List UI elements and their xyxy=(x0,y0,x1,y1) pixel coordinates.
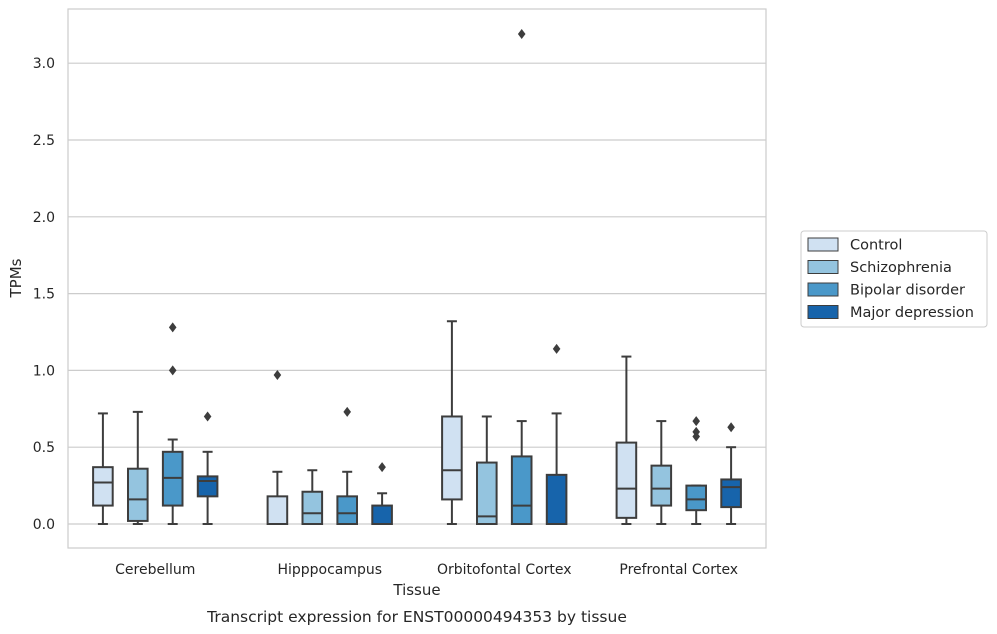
x-tick-label: Orbitofontal Cortex xyxy=(437,562,572,578)
outlier-point xyxy=(343,406,351,417)
box-iqr xyxy=(301,490,324,525)
box-iqr xyxy=(476,461,498,525)
outlier-point xyxy=(273,370,282,381)
box-1-2 xyxy=(336,406,358,525)
y-tick-label: 1.0 xyxy=(33,363,55,379)
box-0-2 xyxy=(161,322,184,525)
plot-area-frame xyxy=(67,8,767,549)
x-tick-label: Prefrontal Cortex xyxy=(619,562,738,578)
box-iqr xyxy=(720,478,742,509)
legend-swatch xyxy=(807,237,839,252)
outlier-point xyxy=(168,322,177,333)
legend-label: Control xyxy=(850,238,902,254)
outlier-point xyxy=(727,422,735,433)
box-iqr xyxy=(266,495,289,525)
outlier-point xyxy=(378,462,386,473)
box-3-2 xyxy=(685,416,708,525)
outlier-point xyxy=(203,411,212,422)
outlier-point xyxy=(692,426,700,437)
y-tick-label: 2.0 xyxy=(33,210,55,226)
box-2-1 xyxy=(476,415,498,525)
box-2-0 xyxy=(441,320,463,525)
y-tick-label: 1.5 xyxy=(33,287,55,303)
box-iqr xyxy=(371,504,393,525)
box-iqr xyxy=(615,441,638,519)
box-1-1 xyxy=(301,469,324,525)
box-iqr xyxy=(441,415,463,501)
outlier-point xyxy=(517,29,526,40)
box-3-3 xyxy=(720,422,742,525)
box-0-3 xyxy=(196,411,219,525)
legend-items: Control Schizophrenia Bipolar disorder Majo… xyxy=(807,237,974,321)
legend-label: Bipolar disorder xyxy=(850,283,965,299)
x-tick-label: Cerebellum xyxy=(115,562,195,578)
y-tick-label: 3.0 xyxy=(33,56,55,72)
y-tick-label: 0.0 xyxy=(33,517,55,533)
legend: Control Schizophrenia Bipolar disorder Majo… xyxy=(800,230,988,328)
box-3-0 xyxy=(615,355,638,525)
legend-swatch xyxy=(807,282,839,297)
box-2-2 xyxy=(510,29,533,525)
box-iqr xyxy=(196,475,219,498)
gridlines xyxy=(68,62,766,525)
box-iqr xyxy=(685,484,708,512)
legend-label: Major depression xyxy=(850,305,974,321)
legend-frame xyxy=(800,230,988,328)
box-iqr xyxy=(545,473,568,525)
outlier-point xyxy=(552,343,561,354)
box-iqr xyxy=(127,467,149,522)
outlier-point xyxy=(168,365,177,376)
box-0-0 xyxy=(92,412,114,525)
y-tick-labels: 0.0 0.5 1.0 1.5 2.0 2.5 3.0 xyxy=(33,56,55,533)
outlier-point xyxy=(692,416,700,427)
x-tick-labels: Cerebellum Hipppocampus Orbitofontal Corte… xyxy=(115,562,738,578)
y-tick-label: 0.5 xyxy=(33,440,55,456)
legend-swatch xyxy=(807,305,839,319)
box-iqr xyxy=(336,495,358,525)
box-iqr xyxy=(92,466,114,507)
box-2-3 xyxy=(545,343,568,525)
x-tick-label: Hipppocampus xyxy=(277,562,382,578)
box-iqr xyxy=(650,464,673,507)
box-1-0 xyxy=(266,370,289,525)
box-0-1 xyxy=(127,410,149,525)
box-3-1 xyxy=(650,420,673,525)
box-iqr xyxy=(510,455,533,525)
x-axis-title: Tissue xyxy=(392,581,440,599)
box-1-3 xyxy=(371,462,393,525)
legend-swatch xyxy=(807,260,839,274)
boxes xyxy=(92,29,742,525)
chart-caption: Transcript expression for ENST0000049435… xyxy=(206,608,627,626)
y-axis-title: TPMs xyxy=(7,258,25,298)
legend-label: Schizophrenia xyxy=(850,260,952,276)
y-tick-label: 2.5 xyxy=(33,133,55,149)
